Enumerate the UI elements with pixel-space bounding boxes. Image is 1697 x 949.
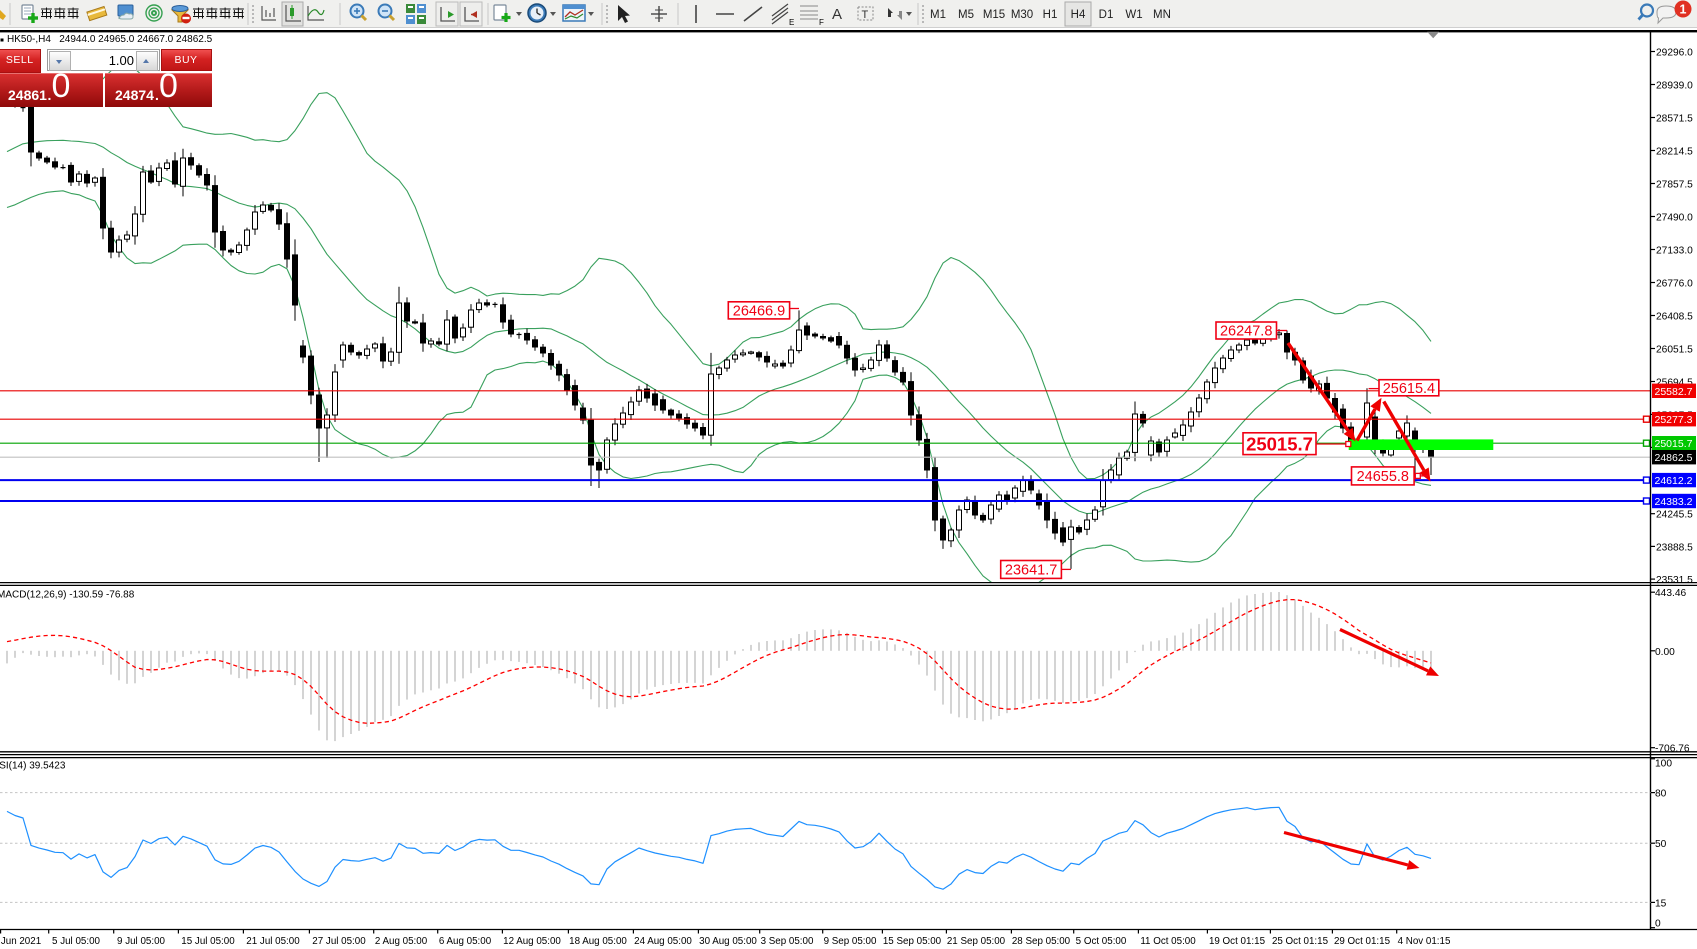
svg-text:25277.3: 25277.3 bbox=[1655, 414, 1693, 426]
svg-text:5 Oct 05:00: 5 Oct 05:00 bbox=[1076, 936, 1127, 947]
svg-text:M15: M15 bbox=[983, 9, 1005, 21]
svg-text:27 Jul 05:00: 27 Jul 05:00 bbox=[312, 936, 366, 947]
svg-text:2 Aug 05:00: 2 Aug 05:00 bbox=[375, 936, 428, 947]
svg-text:24862.5: 24862.5 bbox=[1655, 452, 1693, 464]
svg-text:100: 100 bbox=[1655, 759, 1672, 770]
svg-text:28939.0: 28939.0 bbox=[1656, 81, 1693, 92]
svg-text:28571.5: 28571.5 bbox=[1656, 114, 1693, 125]
svg-text:15 Sep 05:00: 15 Sep 05:00 bbox=[883, 936, 942, 947]
svg-text:24245.5: 24245.5 bbox=[1656, 510, 1693, 521]
svg-text:23531.5: 23531.5 bbox=[1656, 575, 1693, 586]
svg-text:25615.4: 25615.4 bbox=[1383, 381, 1435, 397]
svg-text:21 Jul 05:00: 21 Jul 05:00 bbox=[246, 936, 300, 947]
svg-text:19 Oct 01:15: 19 Oct 01:15 bbox=[1209, 936, 1266, 947]
svg-text:Jun 2021: Jun 2021 bbox=[1, 936, 41, 947]
svg-text:24383.2: 24383.2 bbox=[1655, 496, 1693, 508]
svg-text:9 Jul 05:00: 9 Jul 05:00 bbox=[117, 936, 165, 947]
svg-text:11 Oct 05:00: 11 Oct 05:00 bbox=[1140, 936, 1196, 947]
svg-text:H4: H4 bbox=[1071, 9, 1086, 21]
svg-text:23641.7: 23641.7 bbox=[1005, 563, 1057, 579]
svg-text:T: T bbox=[862, 9, 869, 21]
svg-text:25 Oct 01:15: 25 Oct 01:15 bbox=[1272, 936, 1329, 947]
svg-text:D1: D1 bbox=[1099, 9, 1114, 21]
svg-text:26247.8: 26247.8 bbox=[1220, 324, 1272, 340]
svg-text:15 Jul 05:00: 15 Jul 05:00 bbox=[181, 936, 235, 947]
svg-text:26776.0: 26776.0 bbox=[1656, 279, 1693, 290]
svg-text:27857.5: 27857.5 bbox=[1656, 180, 1693, 191]
svg-text:MACD(12,26,9) -130.59 -76.88: MACD(12,26,9) -130.59 -76.88 bbox=[0, 590, 135, 601]
svg-text:24655.8: 24655.8 bbox=[1357, 469, 1409, 485]
svg-text:H1: H1 bbox=[1043, 9, 1058, 21]
svg-text:0: 0 bbox=[1655, 919, 1661, 930]
svg-text:HK50-,H4 24944.0 24965.0 246: HK50-,H4 24944.0 24965.0 24667.0 24862.5 bbox=[7, 34, 213, 45]
svg-text:-706.76: -706.76 bbox=[1655, 744, 1690, 755]
svg-text:24612.2: 24612.2 bbox=[1655, 475, 1693, 487]
svg-text:1: 1 bbox=[1680, 3, 1687, 17]
svg-text:MN: MN bbox=[1153, 9, 1171, 21]
svg-text:18 Aug 05:00: 18 Aug 05:00 bbox=[569, 936, 627, 947]
svg-text:29 Oct 01:15: 29 Oct 01:15 bbox=[1334, 936, 1391, 947]
svg-text:15: 15 bbox=[1655, 898, 1667, 909]
svg-text:25694.5: 25694.5 bbox=[1656, 378, 1693, 389]
svg-text:28214.5: 28214.5 bbox=[1656, 147, 1693, 158]
svg-text:25582.7: 25582.7 bbox=[1655, 386, 1693, 398]
svg-text:F: F bbox=[819, 18, 824, 27]
svg-text:A: A bbox=[832, 6, 842, 23]
svg-text:M1: M1 bbox=[930, 9, 946, 21]
svg-text:28 Sep 05:00: 28 Sep 05:00 bbox=[1012, 936, 1071, 947]
svg-text:27490.0: 27490.0 bbox=[1656, 213, 1693, 224]
svg-text:0.00: 0.00 bbox=[1655, 647, 1675, 658]
svg-text:9 Sep 05:00: 9 Sep 05:00 bbox=[824, 936, 877, 947]
svg-text:80: 80 bbox=[1655, 789, 1667, 800]
svg-text:RSI(14) 39.5423: RSI(14) 39.5423 bbox=[0, 761, 66, 772]
svg-text:3 Sep 05:00: 3 Sep 05:00 bbox=[761, 936, 814, 947]
svg-text:24 Aug 05:00: 24 Aug 05:00 bbox=[634, 936, 692, 947]
svg-text:12 Aug 05:00: 12 Aug 05:00 bbox=[503, 936, 561, 947]
svg-text:23888.5: 23888.5 bbox=[1656, 542, 1693, 553]
svg-text:26408.5: 26408.5 bbox=[1656, 312, 1693, 323]
svg-text:25015.7: 25015.7 bbox=[1655, 438, 1693, 450]
svg-text:50: 50 bbox=[1655, 839, 1667, 850]
svg-text:27133.0: 27133.0 bbox=[1656, 246, 1693, 257]
svg-text:25015.7: 25015.7 bbox=[1246, 433, 1313, 454]
svg-text:W1: W1 bbox=[1125, 9, 1142, 21]
svg-text:21 Sep 05:00: 21 Sep 05:00 bbox=[947, 936, 1006, 947]
svg-text:4 Nov 01:15: 4 Nov 01:15 bbox=[1398, 936, 1451, 947]
svg-text:M5: M5 bbox=[958, 9, 974, 21]
svg-text:E: E bbox=[789, 18, 794, 27]
svg-text:443.46: 443.46 bbox=[1655, 588, 1686, 599]
svg-text:29296.0: 29296.0 bbox=[1656, 48, 1693, 59]
svg-text:M30: M30 bbox=[1011, 9, 1033, 21]
svg-text:5 Jul 05:00: 5 Jul 05:00 bbox=[52, 936, 100, 947]
svg-text:6 Aug 05:00: 6 Aug 05:00 bbox=[439, 936, 492, 947]
svg-text:26466.9: 26466.9 bbox=[733, 304, 785, 320]
svg-text:26051.5: 26051.5 bbox=[1656, 345, 1693, 356]
svg-text:30 Aug 05:00: 30 Aug 05:00 bbox=[699, 936, 757, 947]
